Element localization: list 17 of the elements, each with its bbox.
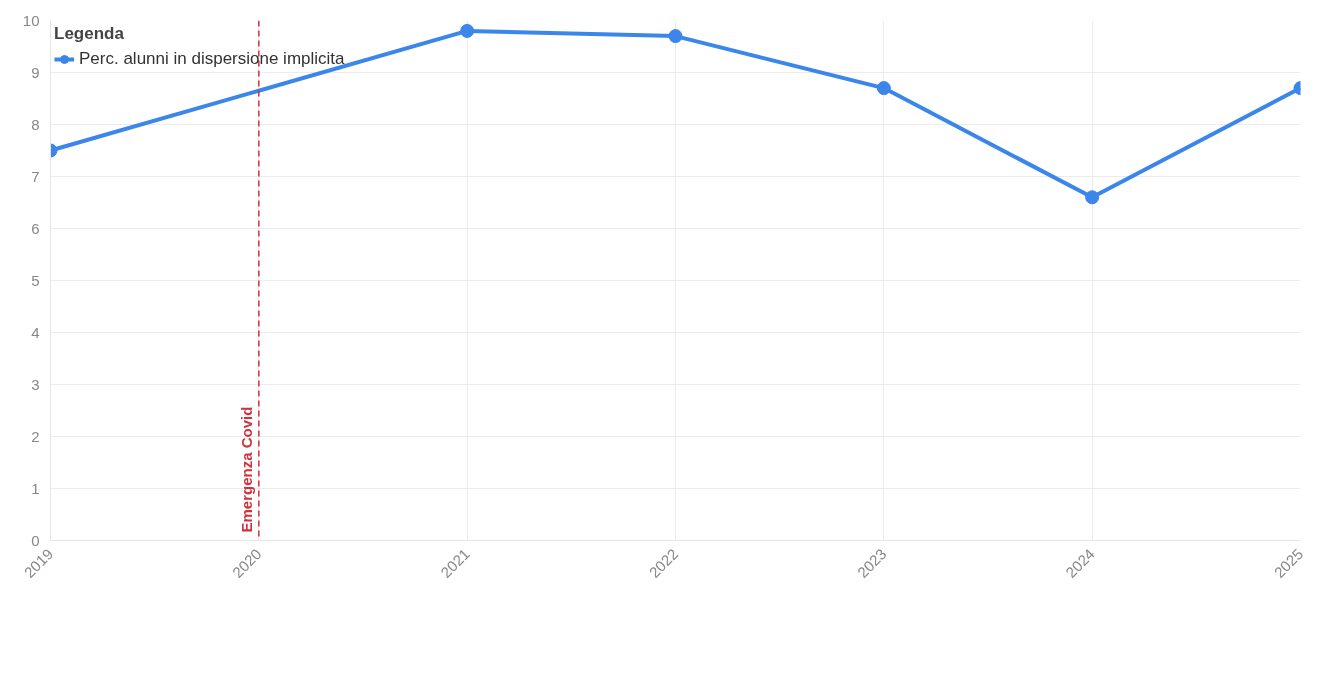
legend-label: Perc. alunni in dispersione implicita: [79, 49, 345, 69]
y-tick-label: 10: [22, 11, 40, 29]
point: [460, 23, 475, 38]
point: [876, 81, 891, 96]
legend-title: Legenda: [54, 24, 125, 44]
point: [668, 29, 683, 44]
ref-line-label: Emergenza Covid: [237, 406, 255, 533]
y-tick-label: 2: [31, 427, 40, 445]
y-tick-label: 5: [31, 271, 40, 289]
y-tick-label: 1: [31, 479, 40, 497]
y-tick-label: 7: [31, 167, 40, 185]
y-tick-label: 3: [31, 375, 40, 393]
y-tick-label: 4: [31, 323, 40, 341]
y-tick-label: 9: [31, 63, 40, 81]
y-tick-label: 6: [31, 219, 40, 237]
y-tick-label: 8: [31, 115, 40, 133]
y-tick-label: 0: [31, 531, 40, 549]
